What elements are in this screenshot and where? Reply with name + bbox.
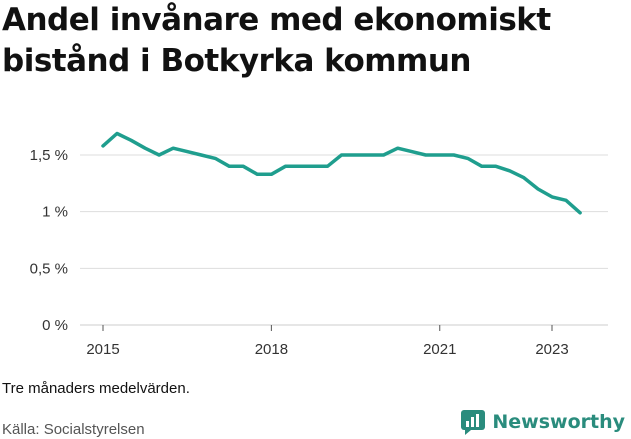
series-line bbox=[101, 131, 582, 215]
series-layer bbox=[101, 131, 582, 215]
chart-note: Tre månaders medelvärden. bbox=[2, 380, 190, 397]
line-chart: 0 % 0,5 % 1 % 1,5 % 2015 2018 2021 2023 bbox=[30, 131, 608, 358]
x-tick-label: 2015 bbox=[86, 341, 119, 358]
x-tick-label: 2023 bbox=[535, 341, 568, 358]
x-tick-label: 2021 bbox=[423, 341, 456, 358]
chart-title: Andel invånare med ekonomiskt bistånd i … bbox=[2, 0, 622, 82]
newsworthy-logo-icon bbox=[461, 410, 486, 435]
x-tick-label: 2018 bbox=[255, 341, 288, 358]
chart-title-line2: bistånd i Botkyrka kommun bbox=[2, 43, 471, 79]
brand-logo: Newsworthy bbox=[460, 409, 625, 435]
source-text: Källa: Socialstyrelsen bbox=[2, 421, 145, 438]
y-tick-label: 1 % bbox=[42, 204, 68, 221]
y-tick-labels: 0 % 0,5 % 1 % 1,5 % bbox=[30, 147, 68, 334]
chart-title-line1: Andel invånare med ekonomiskt bbox=[2, 2, 551, 38]
y-tick-label: 1,5 % bbox=[30, 147, 68, 164]
brand-name: Newsworthy bbox=[492, 411, 625, 433]
y-tick-label: 0 % bbox=[42, 317, 68, 334]
y-tick-label: 0,5 % bbox=[30, 260, 68, 277]
x-axis: 2015 2018 2021 2023 bbox=[86, 325, 569, 358]
